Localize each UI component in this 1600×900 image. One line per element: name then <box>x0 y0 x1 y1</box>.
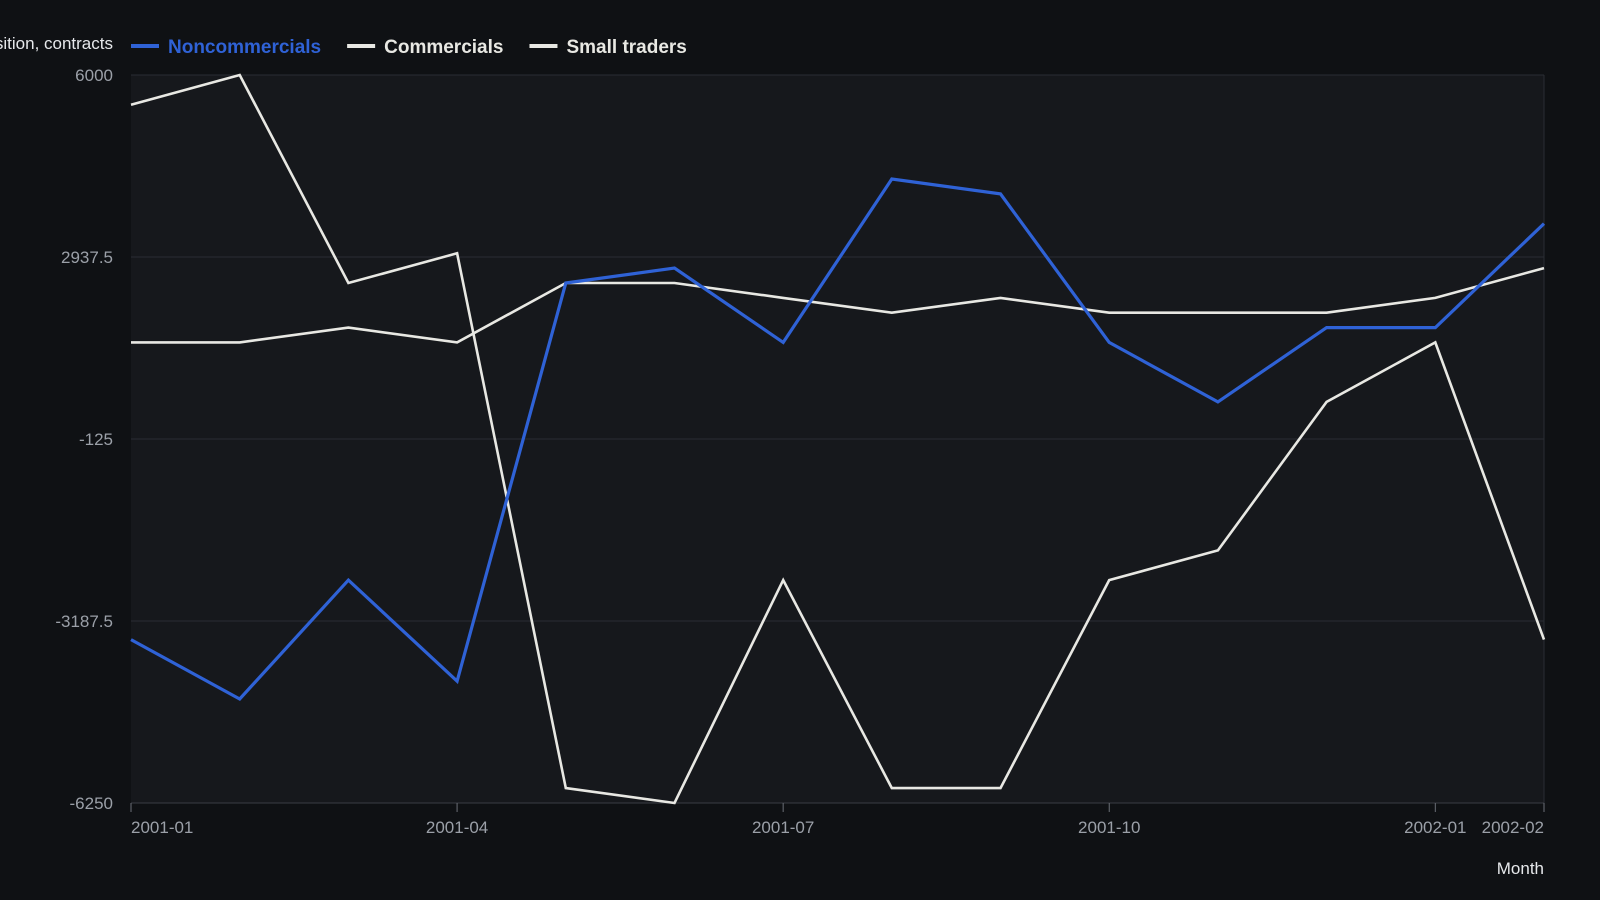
commercials-line <box>130 73 1546 805</box>
legend-label: Noncommercials <box>168 37 321 58</box>
x-tick-label: 2001-01 <box>131 818 193 837</box>
x-tick-label: 2001-04 <box>426 818 488 837</box>
legend-label: Commercials <box>384 37 503 58</box>
x-axis-title: Month <box>1497 859 1544 878</box>
legend[interactable]: Noncommercials Commercials Small traders <box>131 37 687 58</box>
noncommercials-line <box>130 177 1546 702</box>
legend-item-small-traders[interactable]: Small traders <box>529 37 687 58</box>
legend-label: Small traders <box>566 37 686 58</box>
y-tick-label: -3187.5 <box>55 612 113 631</box>
x-tick-label: 2002-02 <box>1482 818 1544 837</box>
axes: 6000 2937.5 -125 -3187.5 -6250 2001-01 2001-04… <box>55 66 1545 837</box>
y-tick-label: 6000 <box>75 66 113 85</box>
x-tick-label: 2001-10 <box>1078 818 1140 837</box>
y-tick-label: -6250 <box>70 794 113 813</box>
grid-lines <box>131 74 1545 804</box>
x-tick-label: 2002-01 <box>1404 818 1466 837</box>
legend-item-noncommercials[interactable]: Noncommercials <box>131 37 321 58</box>
y-axis-title: Net position, contracts <box>0 34 113 53</box>
legend-item-commercials[interactable]: Commercials <box>347 37 503 58</box>
small-traders-line <box>131 266 1545 344</box>
y-tick-label: -125 <box>79 430 113 449</box>
x-tick-label: 2001-07 <box>752 818 814 837</box>
series-lines <box>130 73 1546 805</box>
y-tick-label: 2937.5 <box>61 248 113 267</box>
